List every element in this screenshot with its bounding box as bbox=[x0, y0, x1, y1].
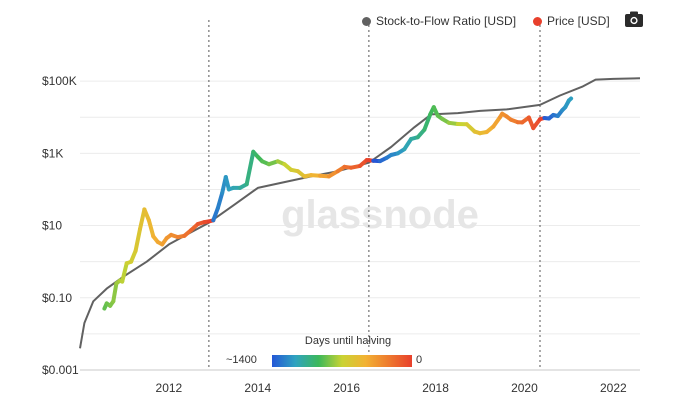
y-tick-label: $0.001 bbox=[42, 363, 79, 377]
camera-icon[interactable] bbox=[624, 10, 644, 28]
price-segment bbox=[244, 149, 256, 187]
colorbar-max-label: 0 bbox=[416, 354, 423, 366]
price-segment bbox=[566, 96, 574, 103]
legend-item-price[interactable]: Price [USD] bbox=[533, 12, 610, 30]
price-segment bbox=[211, 206, 220, 223]
watermark: glassnode bbox=[281, 193, 479, 237]
price-legend-dot bbox=[533, 16, 542, 26]
y-tick-label: $1K bbox=[42, 146, 63, 160]
x-tick-label: 2022 bbox=[600, 381, 627, 395]
price-segment bbox=[223, 175, 231, 192]
y-tick-label: $100K bbox=[42, 74, 77, 88]
x-tick-label: 2018 bbox=[422, 381, 449, 395]
x-tick-label: 2020 bbox=[511, 381, 538, 395]
price-segment bbox=[133, 227, 142, 253]
x-tick-label: 2014 bbox=[244, 381, 271, 395]
price-segment bbox=[215, 190, 225, 211]
price-segment bbox=[146, 218, 156, 239]
colorbar-title: Days until halving bbox=[304, 335, 392, 347]
price-segment bbox=[120, 261, 129, 284]
price-legend-label: Price [USD] bbox=[547, 14, 610, 28]
y-tick-label: $10 bbox=[42, 219, 62, 233]
colorbar-gradient bbox=[272, 355, 412, 367]
price-segment bbox=[111, 281, 119, 304]
stock-to-flow-legend-label: Stock-to-Flow Ratio [USD] bbox=[376, 14, 517, 28]
y-tick-label: $0.10 bbox=[42, 291, 72, 305]
price-segment bbox=[422, 112, 433, 132]
price-segment bbox=[402, 137, 414, 152]
x-tick-label: 2016 bbox=[333, 381, 360, 395]
x-tick-label: 2012 bbox=[156, 381, 183, 395]
stock-to-flow-legend-dot bbox=[362, 16, 371, 26]
legend-item-stock-to-flow[interactable]: Stock-to-Flow Ratio [USD] bbox=[362, 12, 516, 30]
colorbar-min-label: ~1400 bbox=[226, 354, 257, 366]
